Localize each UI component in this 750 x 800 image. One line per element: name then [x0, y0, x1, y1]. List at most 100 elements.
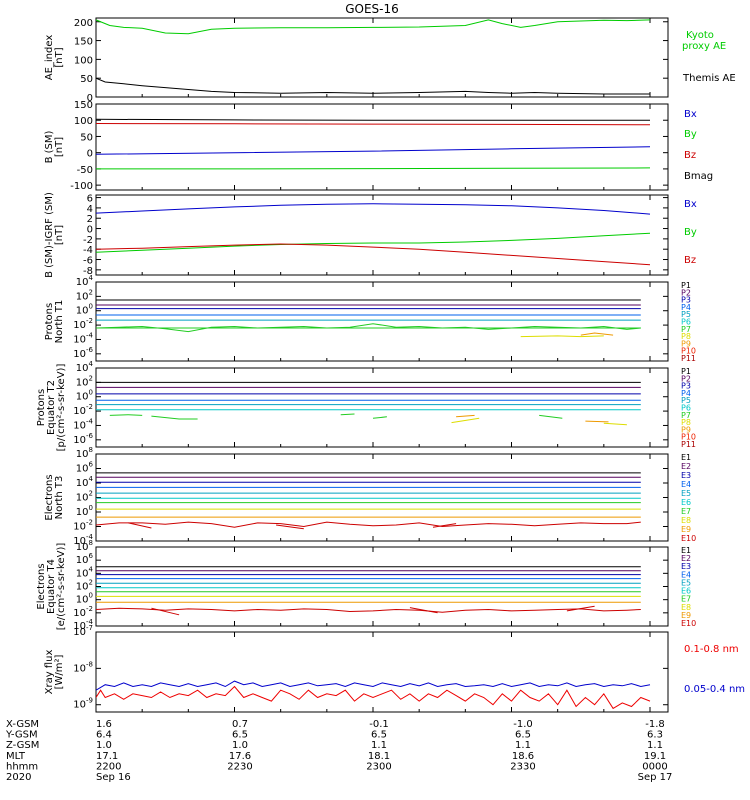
- channel-segment: [109, 414, 143, 416]
- legend-p10: P10: [681, 433, 696, 442]
- legend-p11: P11: [681, 440, 696, 449]
- panel-frame: [95, 194, 669, 276]
- footer-value: 6.4: [96, 730, 112, 741]
- y-tick-label: 100: [76, 504, 93, 518]
- panel-frame: [95, 17, 669, 98]
- legend-xray-long: 0.1-0.8 nm: [684, 644, 739, 655]
- series-line-0-1-0-8-nm: [96, 685, 651, 710]
- legend-e7: E7: [681, 507, 691, 516]
- legend-xray-short: 0.05-0.4 nm: [684, 684, 745, 695]
- series-line-kyoto-proxy-ae: [96, 19, 651, 35]
- footer-value: 1.0: [96, 740, 112, 751]
- y-tick-label: 106: [76, 461, 94, 475]
- legend-p8: P8: [681, 418, 691, 427]
- footer-value: 17.1: [96, 751, 118, 762]
- legend-p1: P1: [681, 367, 691, 376]
- channel-segment: [456, 414, 475, 418]
- legend-e7: E7: [681, 595, 691, 604]
- y-axis-label: [nT]: [54, 225, 65, 245]
- legend-e9: E9: [681, 525, 691, 534]
- legend-p7: P7: [681, 411, 691, 420]
- legend-p9: P9: [681, 425, 691, 434]
- legend-e4: E4: [681, 570, 691, 579]
- channel-segment: [451, 417, 480, 424]
- y-axis-label: [p/(cm²-s-sr-keV)]: [56, 364, 67, 452]
- y-axis-label: [e/(cm²-s-sr-keV)]: [56, 543, 67, 631]
- footer-value: 1.6: [96, 719, 112, 730]
- legend-p5: P5: [681, 310, 691, 319]
- footer-value: -1.8: [645, 719, 665, 730]
- y-tick-label: 108: [76, 446, 93, 460]
- legend-bz: Bz: [684, 150, 696, 161]
- y-tick-label: 10-4: [73, 417, 93, 431]
- ephemeris-footer: X-GSM 1.6 0.7 -0.1 -1.0 -1.8 Y-GSM 6.4 6.5 6.5 6.5…: [5, 719, 672, 783]
- series-line-bz: [96, 243, 651, 266]
- legend-p11: P11: [681, 354, 696, 363]
- legend-e10: E10: [681, 534, 696, 543]
- series-line-bz: [96, 123, 651, 126]
- plot-lines: [96, 381, 641, 426]
- y-tick-label: 150: [74, 100, 93, 111]
- y-axis-label: Electrons: [36, 563, 47, 609]
- plot-title: GOES-16: [345, 2, 399, 16]
- y-tick-label: 50: [80, 74, 93, 85]
- y-tick-label: 10-9: [73, 697, 93, 711]
- channel-segment: [151, 607, 180, 616]
- series-line-0-05-0-4-nm: [96, 680, 651, 691]
- y-tick-label: 10-7: [73, 624, 93, 638]
- footer-value: 0.7: [232, 719, 248, 730]
- y-tick-label: 104: [76, 565, 94, 579]
- footer-value: 2300: [366, 761, 391, 772]
- series-line-bmag: [96, 118, 650, 121]
- legend-bmag: Bmag: [684, 171, 713, 182]
- legend-e6: E6: [681, 587, 691, 596]
- footer-value: 1.1: [647, 740, 663, 751]
- y-tick-label: 50: [80, 132, 93, 143]
- panel-xray-flux: 10-7 10-8 10-9 Xray flux [W/m²] 0.1-0.8 nm 0.0…: [44, 624, 745, 713]
- y-tick-label: 100: [76, 389, 93, 403]
- footer-value: 6.3: [647, 730, 663, 741]
- y-tick-label: 10-4: [73, 331, 93, 345]
- legend-p6: P6: [681, 404, 691, 413]
- legend-e3: E3: [681, 471, 691, 480]
- legend-e10: E10: [681, 619, 696, 628]
- legend-e6: E6: [681, 498, 691, 507]
- legend-p9: P9: [681, 339, 691, 348]
- y-tick-label: 100: [74, 116, 93, 127]
- y-tick-label: 2: [87, 214, 93, 225]
- legend-p4: P4: [681, 389, 691, 398]
- panel-b-sm: -100 -50 0 50 100 150 B (SM) [nT] Bx By Bz Bmag: [44, 100, 713, 192]
- panel-frame: [95, 103, 669, 191]
- y-tick-label: 10-2: [73, 403, 93, 417]
- legend-p2: P2: [681, 374, 691, 383]
- channel-segment: [128, 522, 152, 529]
- legend-e4: E4: [681, 480, 691, 489]
- panel-frame: [95, 281, 669, 362]
- footer-value: 2330: [510, 761, 535, 772]
- channel-segment: [340, 413, 355, 416]
- y-axis-label: North T3: [54, 476, 65, 520]
- legend-kyoto-proxy-ae: proxy AE: [682, 41, 726, 52]
- plot-lines: [96, 299, 641, 338]
- y-axis-label: Electrons: [44, 474, 55, 520]
- legend-e5: E5: [681, 489, 691, 498]
- legend-p5: P5: [681, 396, 691, 405]
- y-tick-label: 104: [76, 360, 94, 374]
- channel-segment: [151, 415, 198, 420]
- plot-lines: [96, 680, 651, 710]
- plot-lines: [96, 566, 641, 616]
- legend-e1: E1: [681, 453, 691, 462]
- channel-segment: [539, 414, 563, 419]
- legend-p7: P7: [681, 325, 691, 334]
- legend-e3: E3: [681, 562, 691, 571]
- y-axis-label: B (SM)-IGRF (SM): [44, 192, 55, 278]
- footer-value: 6.5: [371, 730, 387, 741]
- y-axis-label: Equator T2: [46, 380, 57, 435]
- footer-row-label: X-GSM: [6, 719, 39, 730]
- footer-value: 2230: [227, 761, 252, 772]
- legend-e1: E1: [681, 546, 691, 555]
- y-axis-label: Protons: [36, 389, 47, 426]
